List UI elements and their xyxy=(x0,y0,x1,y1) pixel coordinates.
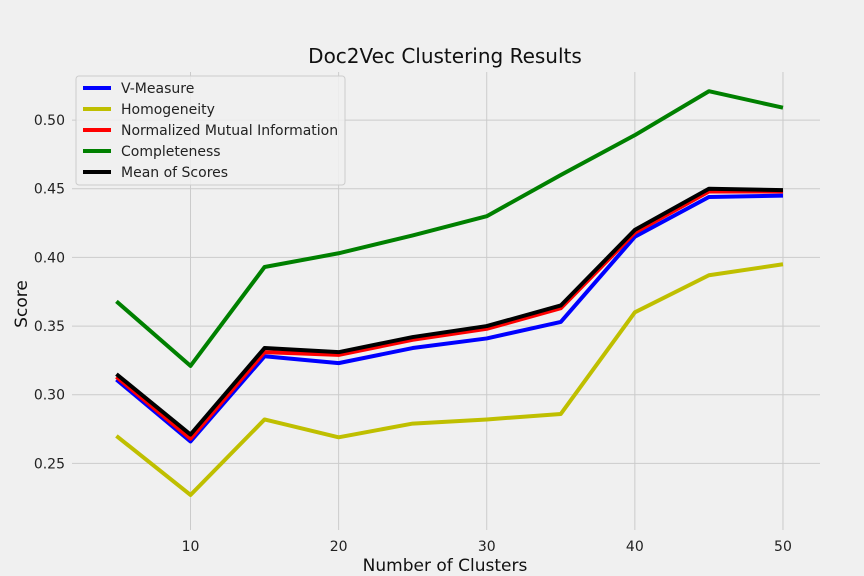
series-line-normalized-mutual-information xyxy=(115,189,783,441)
y-tick-label-4: 0.45 xyxy=(34,182,65,198)
tick-labels: 10 20 30 40 50 0.25 0.30 0.35 0.40 0.45 0.50 xyxy=(34,113,792,555)
y-tick-label-3: 0.40 xyxy=(34,250,65,266)
x-tick-label-20: 20 xyxy=(330,539,348,555)
series-line-homogeneity xyxy=(115,262,784,497)
series-layer xyxy=(115,89,784,497)
x-tick-label-30: 30 xyxy=(478,539,496,555)
legend: V-Measure Homogeneity Normalized Mutual In… xyxy=(75,75,346,186)
x-tick-label-50: 50 xyxy=(774,539,792,555)
y-tick-label-5: 0.50 xyxy=(34,113,65,129)
x-axis-label: Number of Clusters xyxy=(363,556,528,576)
y-tick-label-1: 0.30 xyxy=(34,388,65,404)
chart-title: Doc2Vec Clustering Results xyxy=(308,44,582,68)
legend-box xyxy=(75,75,346,186)
series-line-completeness xyxy=(115,89,784,368)
legend-label-completeness: Completeness xyxy=(121,144,221,160)
series-line-v-measure xyxy=(115,193,784,444)
legend-label-homogeneity: Homogeneity xyxy=(121,102,215,118)
legend-label-mean-of-scores: Mean of Scores xyxy=(121,165,228,181)
x-tick-label-10: 10 xyxy=(182,539,200,555)
y-tick-label-0: 0.25 xyxy=(34,456,65,472)
y-tick-label-2: 0.35 xyxy=(34,319,65,335)
x-tick-label-40: 40 xyxy=(626,539,644,555)
legend-label-normalized-mutual-information: Normalized Mutual Information xyxy=(121,123,338,139)
series-line-mean-of-scores xyxy=(115,186,784,437)
grid xyxy=(72,72,820,530)
legend-label-v-measure: V-Measure xyxy=(121,81,194,97)
y-axis-label: Score xyxy=(12,280,32,328)
